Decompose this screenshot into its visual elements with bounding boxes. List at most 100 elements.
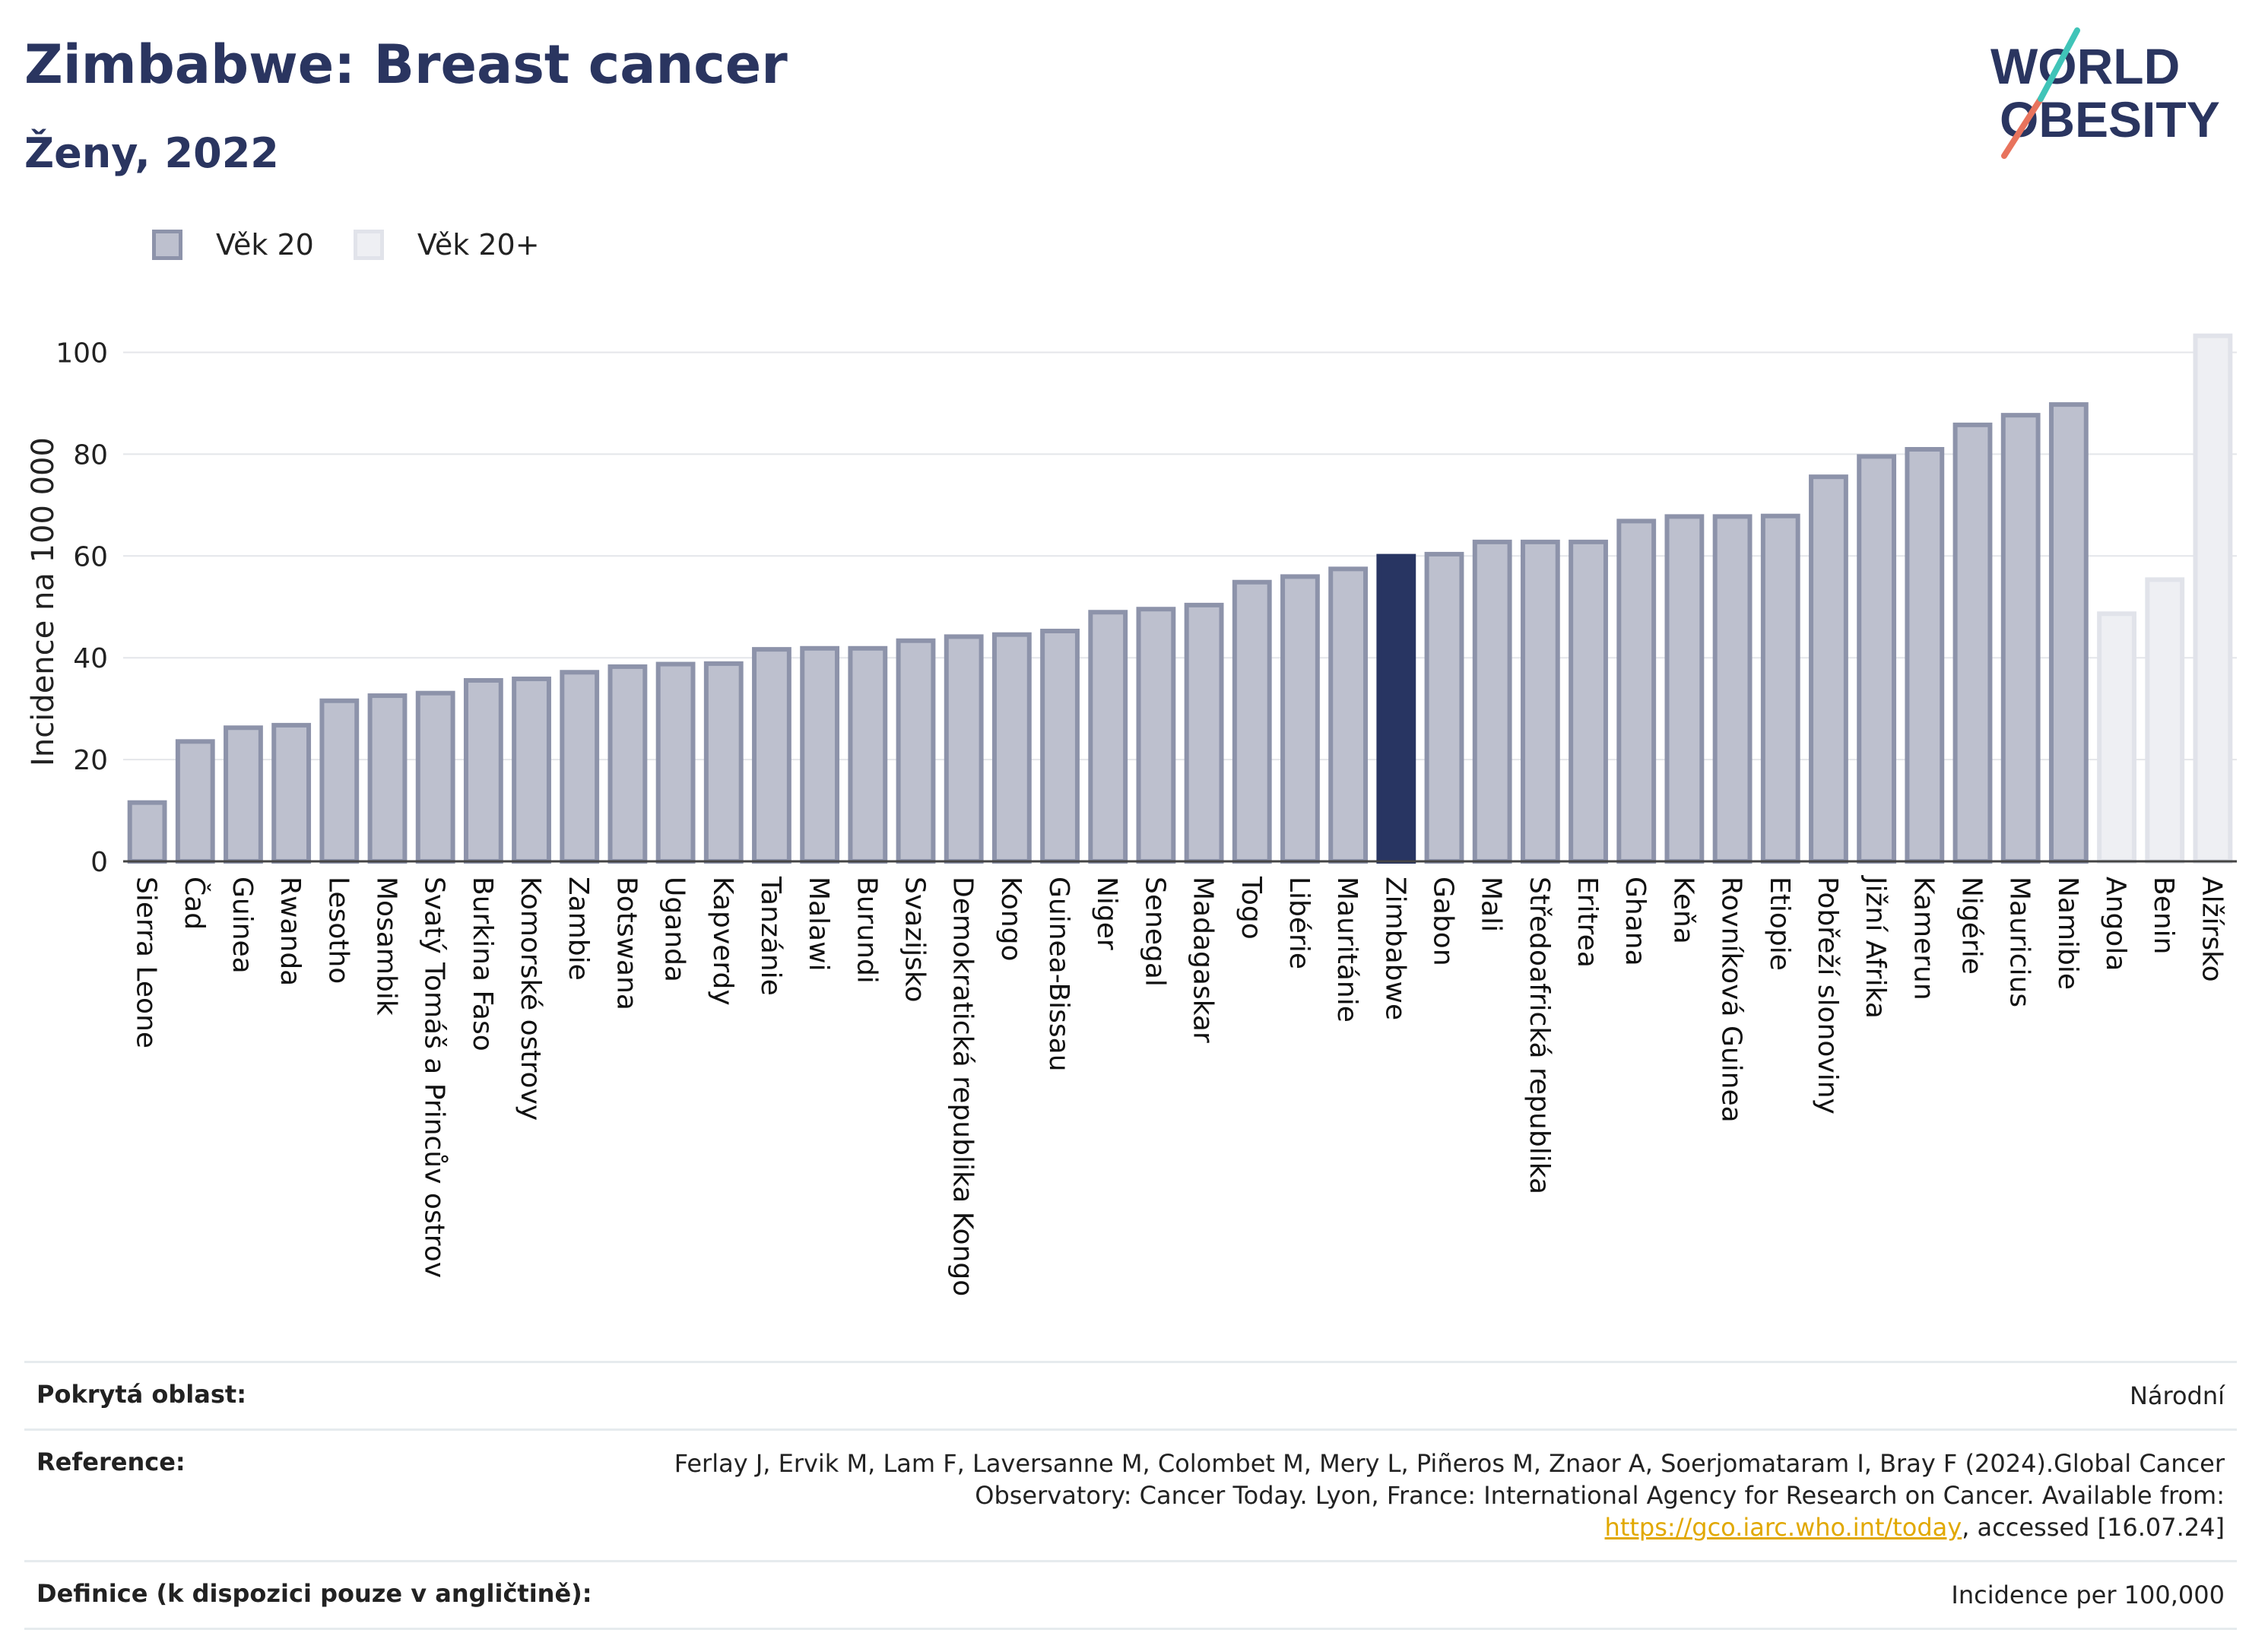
x-tick-label: Gabon xyxy=(1428,877,1459,966)
x-tick-label: Středoafrická republika xyxy=(1524,877,1555,1194)
bar[interactable] xyxy=(1952,422,1993,864)
bar[interactable] xyxy=(2048,402,2089,864)
x-tick-label: Mauritánie xyxy=(1331,877,1362,1023)
bar[interactable] xyxy=(1520,539,1560,864)
bar[interactable] xyxy=(127,800,167,864)
bar[interactable] xyxy=(2000,413,2041,864)
x-tick-label: Malawi xyxy=(803,877,834,972)
x-tick-label: Ghana xyxy=(1619,877,1651,966)
y-tick-label: 20 xyxy=(73,745,108,776)
reference-link[interactable]: https://gco.iarc.who.int/today xyxy=(1604,1513,1962,1542)
bar[interactable] xyxy=(1328,566,1369,864)
definition-label: Definice (k dispozici pouze v angličtině… xyxy=(36,1579,592,1608)
x-tick-label: Uganda xyxy=(659,877,690,982)
logo-slash-teal xyxy=(2038,27,2080,102)
coverage-label: Pokrytá oblast: xyxy=(36,1380,246,1409)
x-tick-label: Demokratická republika Kongo xyxy=(947,877,979,1296)
y-tick-label: 80 xyxy=(73,439,108,471)
bar[interactable] xyxy=(319,698,360,864)
bar[interactable] xyxy=(896,638,936,864)
bar[interactable] xyxy=(1760,513,1800,864)
logo-text-world: WORLD xyxy=(1990,38,2180,94)
bar[interactable] xyxy=(655,661,696,864)
x-tick-label: Komorské ostrovy xyxy=(515,877,546,1121)
x-tick-label: Mali xyxy=(1476,877,1507,932)
bar[interactable] xyxy=(271,722,312,864)
reference-text: Ferlay J, Ervik M, Lam F, Laversanne M, … xyxy=(674,1449,2225,1510)
x-tick-label: Madagaskar xyxy=(1188,877,1219,1043)
reference-value: Ferlay J, Ervik M, Lam F, Laversanne M, … xyxy=(666,1447,2225,1543)
bar[interactable] xyxy=(848,645,888,864)
bar[interactable] xyxy=(1712,514,1753,864)
x-tick-label: Tanzánie xyxy=(755,876,786,996)
bar[interactable] xyxy=(607,664,648,864)
x-tick-label: Svazijsko xyxy=(899,877,931,1002)
reference-tail: , accessed [16.07.24] xyxy=(1962,1513,2225,1542)
x-tick-label: Rwanda xyxy=(274,877,306,986)
bar[interactable] xyxy=(367,693,408,864)
x-tick-label: Jižní Afrika xyxy=(1860,875,1891,1019)
x-tick-label: Mosambik xyxy=(371,877,402,1016)
bar[interactable] xyxy=(2145,577,2185,864)
legend-label-age-20-plus: Věk 20+ xyxy=(417,228,540,262)
bar[interactable] xyxy=(2097,611,2136,864)
bar[interactable] xyxy=(991,632,1032,864)
reference-label: Reference: xyxy=(36,1447,186,1476)
bar[interactable] xyxy=(1857,454,1897,864)
legend: Věk 20 Věk 20+ xyxy=(152,228,579,262)
x-tick-label: Burundi xyxy=(851,877,882,984)
x-tick-label: Guinea-Bissau xyxy=(1043,877,1074,1072)
bar[interactable] xyxy=(703,661,744,864)
x-tick-label: Pobřeží slonoviny xyxy=(1812,877,1843,1115)
info-table: Pokrytá oblast: Národní Reference: Ferla… xyxy=(24,1361,2237,1630)
y-tick-label: 40 xyxy=(73,643,108,674)
x-tick-label: Lesotho xyxy=(322,877,354,984)
bar[interactable] xyxy=(415,690,455,864)
legend-item-age-20-plus[interactable]: Věk 20+ xyxy=(353,228,540,262)
x-tick-label: Mauricius xyxy=(2004,877,2035,1007)
x-tick-label: Alžírsko xyxy=(2196,877,2227,982)
bar[interactable] xyxy=(944,634,984,864)
bar[interactable] xyxy=(560,670,600,864)
x-tick-label: Senegal xyxy=(1139,877,1170,987)
definition-value: Incidence per 100,000 xyxy=(1951,1581,2225,1609)
x-tick-label: Guinea xyxy=(227,877,258,974)
bar[interactable] xyxy=(1376,553,1416,864)
x-tick-label: Kongo xyxy=(995,877,1026,962)
bar[interactable] xyxy=(752,647,791,864)
legend-swatch-age-20 xyxy=(152,230,182,260)
info-row-definition: Definice (k dispozici pouze v angličtině… xyxy=(24,1560,2237,1630)
bar[interactable] xyxy=(2193,333,2233,864)
x-tick-label: Čad xyxy=(179,877,211,930)
bar[interactable] xyxy=(1184,602,1224,864)
bar[interactable] xyxy=(1472,539,1512,864)
x-tick-label: Botswana xyxy=(611,877,642,1010)
bar[interactable] xyxy=(1424,551,1464,864)
bar[interactable] xyxy=(1905,447,1945,864)
world-obesity-logo: WORLD OBESITY xyxy=(1990,27,2220,159)
bar[interactable] xyxy=(1569,539,1608,864)
x-axis-labels: Sierra Leone Čad Guinea Rwanda Lesotho Mosamb… xyxy=(131,875,2228,1296)
bar[interactable] xyxy=(1664,514,1705,864)
chart-title: Zimbabwe: Breast cancer xyxy=(24,33,788,96)
bar[interactable] xyxy=(1040,629,1080,864)
y-tick-label: 100 xyxy=(56,338,108,369)
bar[interactable] xyxy=(463,677,503,864)
bar[interactable] xyxy=(224,725,263,864)
bar[interactable] xyxy=(512,676,551,864)
bar[interactable] xyxy=(1280,574,1320,864)
bar[interactable] xyxy=(1136,607,1176,864)
x-tick-label: Libérie xyxy=(1283,877,1315,969)
info-row-reference: Reference: Ferlay J, Ervik M, Lam F, Lav… xyxy=(24,1428,2237,1560)
bar[interactable] xyxy=(1232,579,1272,864)
bar[interactable] xyxy=(175,739,215,864)
bar[interactable] xyxy=(800,645,840,864)
x-tick-label: Togo xyxy=(1236,876,1267,940)
bar[interactable] xyxy=(1616,518,1657,864)
bar[interactable] xyxy=(1088,610,1128,864)
legend-item-age-20[interactable]: Věk 20 xyxy=(152,228,314,262)
bar-chart: 0 20 40 60 80 100 Sierra Leone Čad Guinea Rwanda… xyxy=(26,333,2237,1296)
info-row-coverage: Pokrytá oblast: Národní xyxy=(24,1361,2237,1428)
x-tick-label: Niger xyxy=(1091,877,1122,950)
bar[interactable] xyxy=(1809,474,1848,864)
